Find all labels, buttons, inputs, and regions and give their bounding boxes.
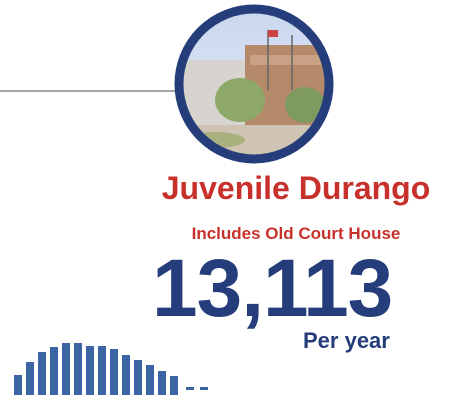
- count-unit: Per year: [303, 328, 390, 354]
- subtitle: Includes Old Court House: [0, 224, 462, 244]
- decorative-bars: [14, 343, 208, 395]
- title: Juvenile Durango: [0, 170, 462, 207]
- count: 13,113: [152, 248, 392, 330]
- infographic: Juvenile Durango Includes Old Court Hous…: [0, 0, 462, 411]
